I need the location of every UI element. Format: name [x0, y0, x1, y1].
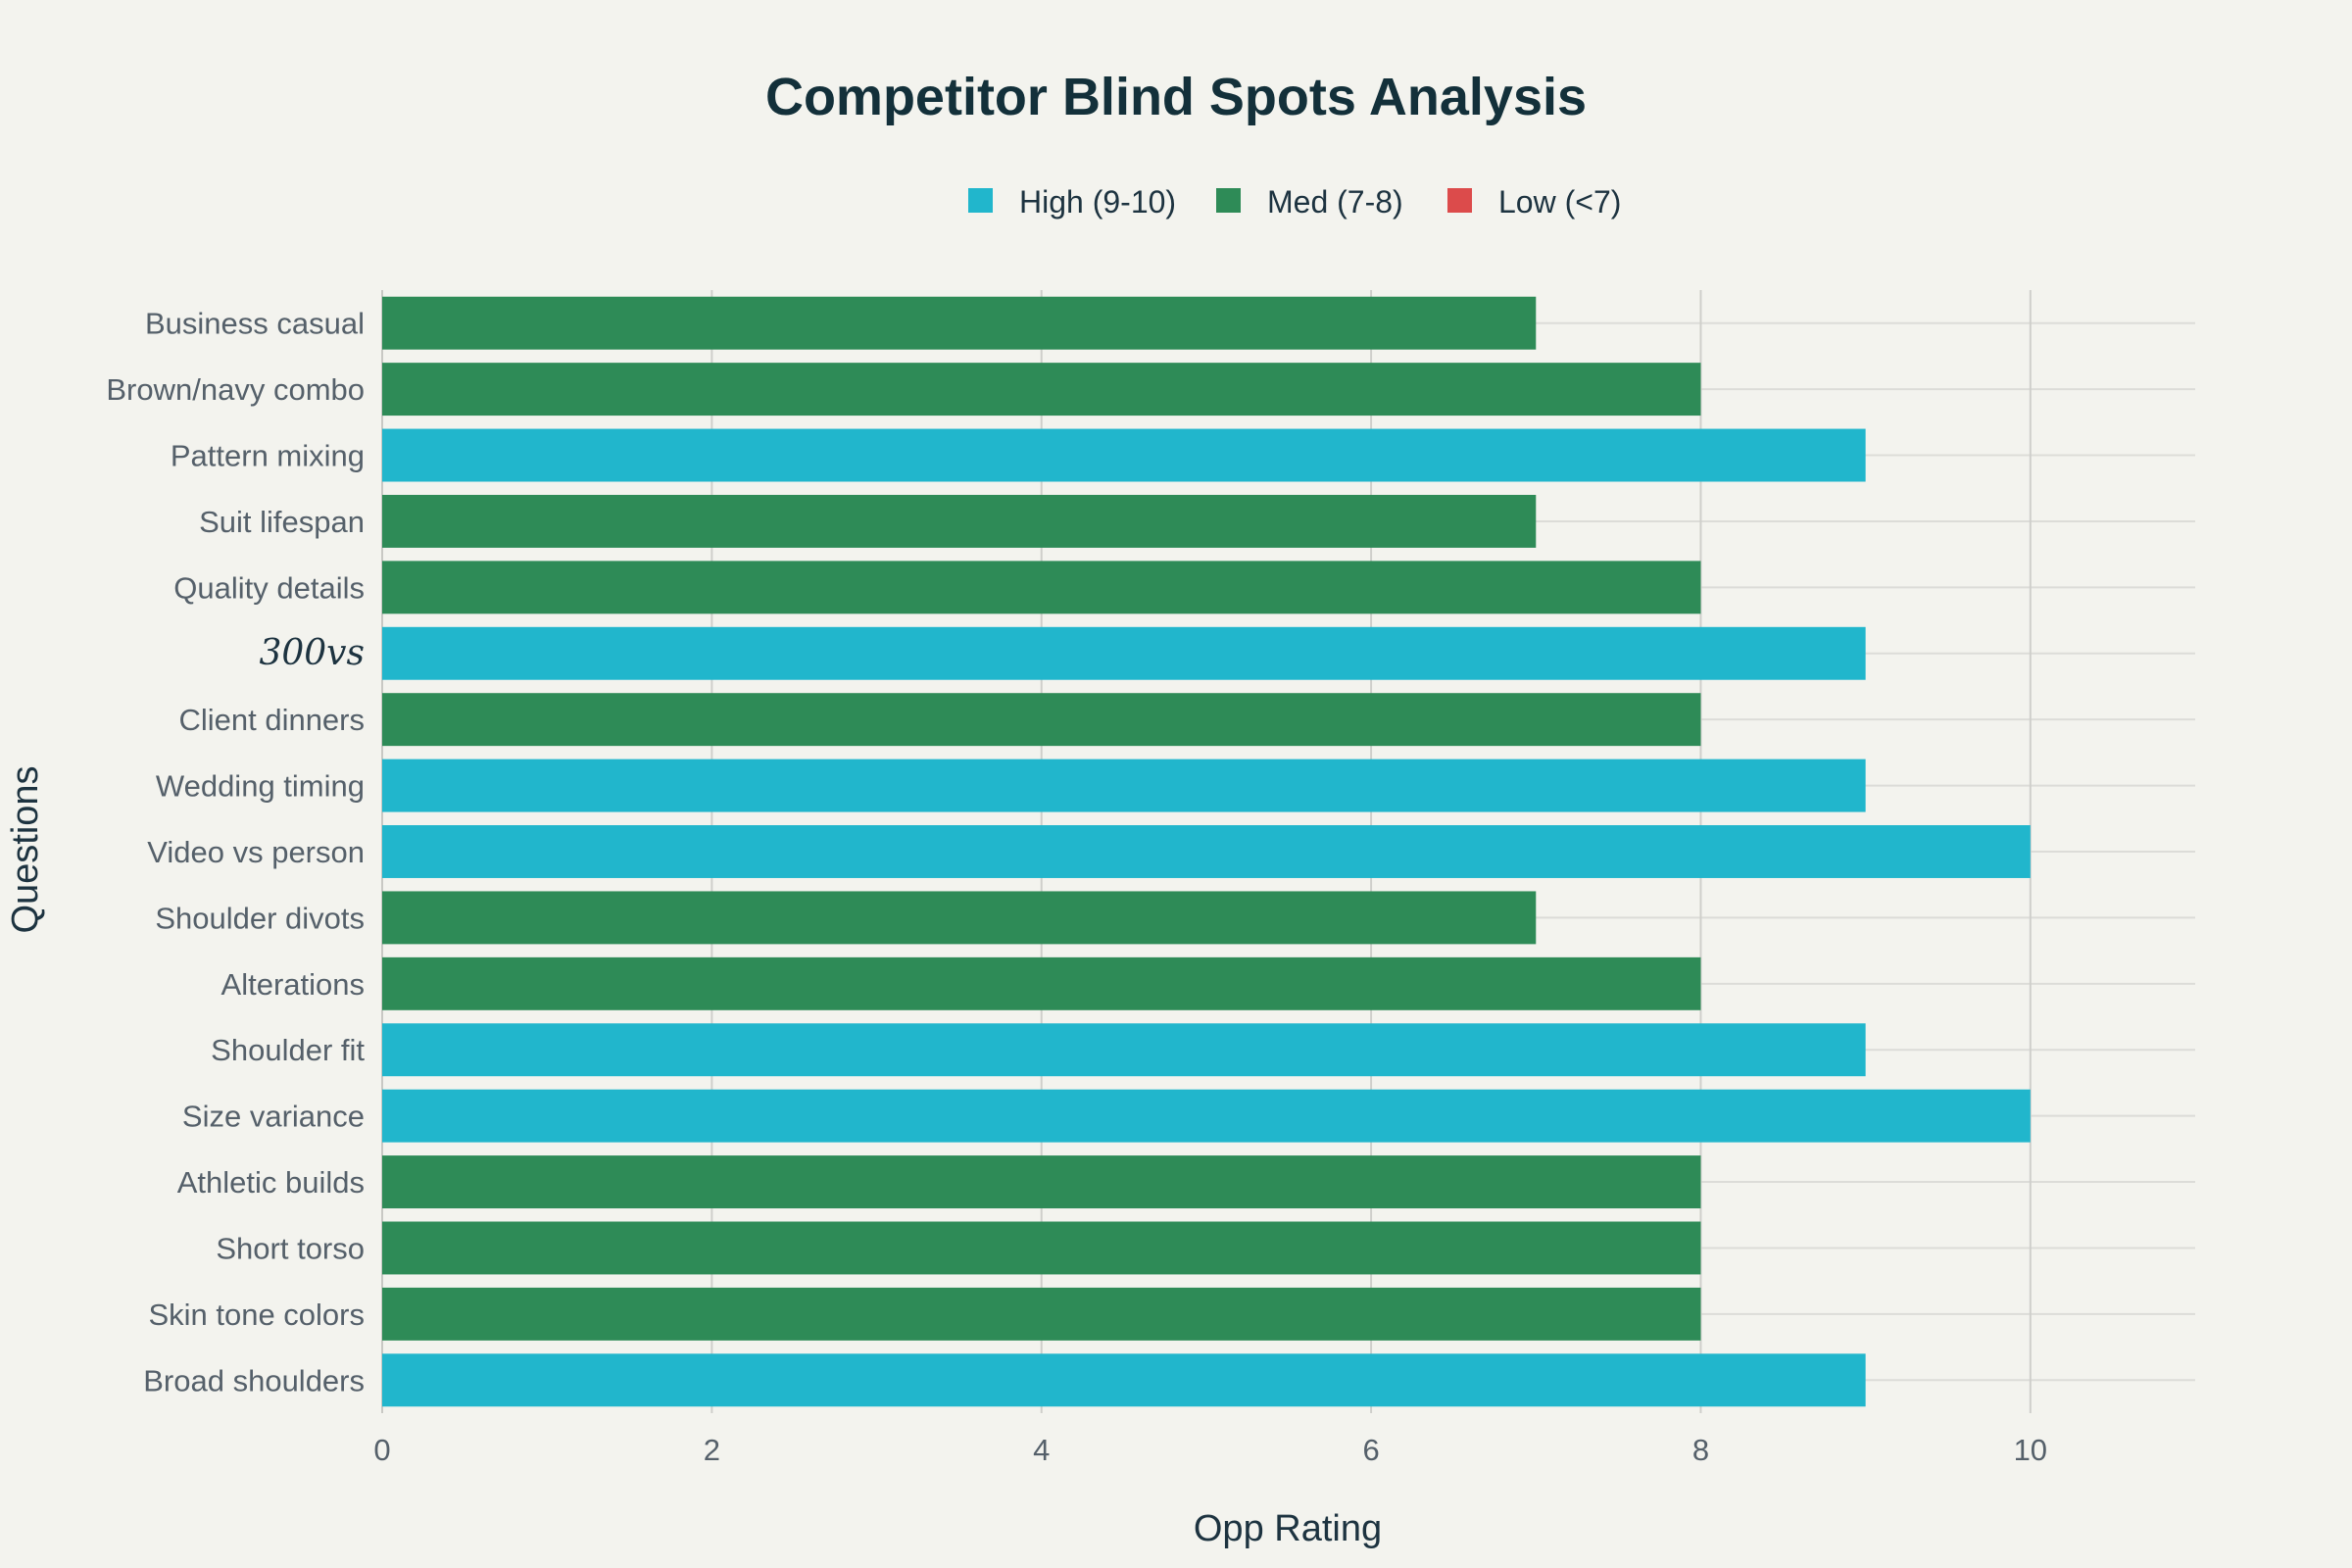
- bar: [382, 825, 2031, 878]
- x-tick-label: 2: [704, 1433, 720, 1467]
- category-label: Broad shoulders: [143, 1363, 365, 1397]
- bar: [382, 693, 1701, 747]
- bar: [382, 759, 1866, 812]
- y-axis-title: Questions: [5, 765, 46, 933]
- bar: [382, 1221, 1701, 1275]
- category-label: 300vs: [259, 633, 365, 673]
- legend-swatch-0: [968, 188, 993, 213]
- category-label: Athletic builds: [177, 1165, 365, 1200]
- category-label: Quality details: [173, 570, 365, 605]
- bar: [382, 296, 1537, 350]
- category-label: Wedding timing: [156, 769, 365, 804]
- chart-title: Competitor Blind Spots Analysis: [765, 68, 1587, 126]
- bar: [382, 1023, 1866, 1077]
- category-label: Size variance: [182, 1100, 365, 1134]
- category-label: Video vs person: [147, 835, 365, 869]
- legend-label-1: Med (7-8): [1267, 184, 1403, 220]
- category-label: Short torso: [216, 1231, 365, 1265]
- bar: [382, 1353, 1866, 1407]
- category-label: Shoulder divots: [155, 901, 365, 935]
- category-label: Skin tone colors: [148, 1298, 365, 1332]
- x-tick-labels: 0 2 4 6 8 10: [373, 1433, 2047, 1467]
- bar: [382, 428, 1866, 482]
- category-labels: Business casual Brown/navy combo Pattern m…: [106, 307, 365, 1398]
- bar: [382, 1287, 1701, 1341]
- bar: [382, 956, 1701, 1010]
- bars: [382, 296, 2031, 1407]
- x-axis-title: Opp Rating: [1194, 1508, 1382, 1549]
- category-label: Client dinners: [178, 703, 365, 737]
- category-label: Shoulder fit: [211, 1033, 365, 1067]
- bar: [382, 494, 1537, 548]
- category-label: Alterations: [221, 967, 365, 1002]
- legend-label-0: High (9-10): [1019, 184, 1176, 220]
- legend-swatch-1: [1216, 188, 1241, 213]
- legend-swatch-2: [1447, 188, 1472, 213]
- category-label: Brown/navy combo: [106, 372, 365, 407]
- category-label: Suit lifespan: [199, 505, 365, 539]
- x-tick-label: 4: [1033, 1433, 1050, 1467]
- x-tick-label: 6: [1362, 1433, 1379, 1467]
- x-tick-label: 0: [373, 1433, 390, 1467]
- category-label: Business casual: [145, 307, 365, 341]
- x-tick-label: 10: [2014, 1433, 2047, 1467]
- bar: [382, 626, 1866, 680]
- legend-label-2: Low (<7): [1498, 184, 1621, 220]
- bar: [382, 561, 1701, 614]
- bar: [382, 363, 1701, 416]
- bar: [382, 1089, 2031, 1143]
- bar: [382, 891, 1537, 945]
- category-label: Pattern mixing: [171, 439, 365, 473]
- legend: High (9-10) Med (7-8) Low (<7): [968, 184, 1621, 220]
- bar: [382, 1155, 1701, 1209]
- x-tick-label: 8: [1692, 1433, 1709, 1467]
